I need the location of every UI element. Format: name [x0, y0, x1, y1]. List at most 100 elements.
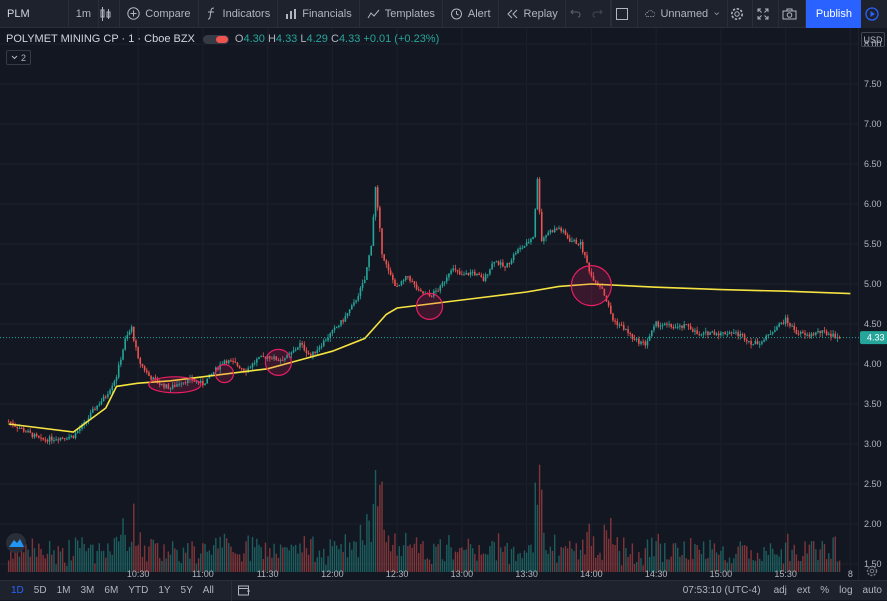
volume-bar	[51, 554, 53, 572]
range-6m[interactable]: 6M	[104, 585, 119, 596]
volume-bar	[400, 555, 403, 572]
settings-button[interactable]	[728, 0, 754, 28]
volume-bar	[588, 523, 590, 572]
range-3m[interactable]: 3M	[80, 585, 95, 596]
volume-bar	[584, 554, 586, 572]
candle-body	[778, 323, 780, 327]
candle-body	[489, 269, 491, 275]
candle-body	[497, 261, 500, 265]
volume-bar	[402, 545, 405, 572]
volume-bar	[247, 535, 249, 572]
volume-bar	[418, 552, 420, 572]
candle-body	[562, 230, 565, 232]
price-chart[interactable]: 8.00 7.50 7.00 6.50 6.00 5.50 5.00 4.50 4.00 3.50…	[0, 28, 887, 580]
fullscreen-layout-button[interactable]	[612, 0, 638, 28]
candle-body	[568, 238, 571, 242]
candle-body	[322, 340, 325, 347]
legend-collapse-button[interactable]: 2	[6, 50, 32, 65]
percent-scale-toggle[interactable]: %	[820, 585, 830, 596]
candle-body	[44, 439, 47, 441]
candle-body	[340, 320, 342, 326]
axis-settings-button[interactable]	[866, 565, 878, 577]
volume-bar	[607, 538, 610, 572]
calendar-arrow-icon	[237, 585, 250, 596]
range-1y[interactable]: 1Y	[158, 585, 171, 596]
volume-bar	[694, 543, 696, 572]
templates-button[interactable]: Templates	[360, 0, 443, 28]
candle-body	[7, 421, 10, 423]
compare-button[interactable]: Compare	[120, 0, 199, 28]
volume-bar	[273, 543, 275, 572]
volume-bar	[504, 546, 506, 572]
volume-bar	[368, 520, 370, 572]
candle-body	[717, 333, 720, 336]
volume-bar	[558, 555, 560, 572]
candle-body	[711, 331, 714, 333]
volume-bar	[223, 533, 226, 572]
range-1m[interactable]: 1M	[56, 585, 71, 596]
snapshot-button[interactable]	[779, 0, 807, 28]
extended-hours-toggle[interactable]: ext	[796, 585, 811, 596]
volume-bar	[7, 560, 10, 572]
log-scale-toggle[interactable]: log	[839, 585, 853, 596]
candle-body	[312, 351, 314, 357]
price-axis[interactable]: 8.00 7.50 7.00 6.50 6.00 5.50 5.00 4.50 4.00 3.50…	[864, 39, 882, 569]
range-all[interactable]: All	[202, 585, 214, 596]
volume-bar	[711, 549, 713, 572]
interval-button[interactable]: 1m	[69, 0, 99, 28]
candle-body	[186, 379, 189, 384]
symbol-title[interactable]: POLYMET MINING CP · 1 · Cboe BZX	[6, 33, 195, 45]
volume-bar	[767, 554, 770, 572]
volume-bar	[107, 543, 109, 572]
redo-button[interactable]	[589, 0, 612, 28]
financials-button[interactable]: Financials	[278, 0, 360, 28]
volume-bar	[592, 536, 595, 572]
volume-bar	[128, 546, 131, 572]
volume-bar	[666, 559, 668, 572]
candle-body	[640, 341, 642, 344]
range-5y[interactable]: 5Y	[180, 585, 193, 596]
auto-scale-toggle[interactable]: auto	[862, 585, 882, 596]
candle-body	[519, 247, 521, 250]
volume-bar	[441, 559, 444, 572]
publish-button[interactable]: Publish	[806, 0, 862, 28]
volume-bar	[23, 552, 25, 572]
currency-badge[interactable]: USD	[861, 32, 885, 47]
legend-toggle[interactable]	[202, 34, 229, 44]
chart-style-button[interactable]	[99, 0, 121, 28]
indicators-button[interactable]: Indicators	[199, 0, 279, 28]
logo-badge[interactable]	[6, 533, 26, 553]
volume-bar	[545, 550, 547, 572]
layout-name-button[interactable]: Unnamed	[638, 0, 728, 28]
candle-body	[635, 338, 638, 340]
fullscreen-button[interactable]	[753, 0, 779, 28]
volume-bar	[331, 546, 334, 572]
volume-bar	[791, 549, 793, 572]
alert-button[interactable]: Alert	[443, 0, 499, 28]
candle-body	[676, 326, 679, 328]
replay-button[interactable]: Replay	[499, 0, 566, 28]
candle-body	[277, 360, 280, 362]
range-1d[interactable]: 1D	[11, 585, 24, 596]
camera-icon	[782, 8, 797, 19]
range-ytd[interactable]: YTD	[128, 585, 149, 596]
range-5d[interactable]: 5D	[33, 585, 47, 596]
time-tick-label: 10:30	[127, 569, 150, 579]
goto-date-button[interactable]	[230, 580, 257, 601]
volume-bar	[241, 561, 243, 572]
volume-bar	[541, 489, 543, 572]
candle-body	[750, 341, 752, 345]
time-axis[interactable]: 10:30 11:00 11:30 12:00 12:30 13:00 13:30 14:00…	[127, 569, 853, 579]
symbol-search-button[interactable]: PLM	[0, 0, 70, 28]
volume-bar	[143, 545, 146, 572]
candle-body	[657, 321, 660, 327]
adjust-toggle[interactable]: adj	[773, 585, 787, 596]
price-tick-label: 7.50	[864, 79, 882, 89]
volume-bar	[715, 552, 718, 572]
clock[interactable]: 07:53:10 (UTC-4)	[682, 585, 761, 596]
volume-bar	[48, 541, 51, 572]
candle-body	[195, 381, 198, 383]
undo-button[interactable]	[566, 0, 590, 28]
publish-options-button[interactable]	[861, 0, 887, 28]
time-tick-label: 14:30	[645, 569, 668, 579]
